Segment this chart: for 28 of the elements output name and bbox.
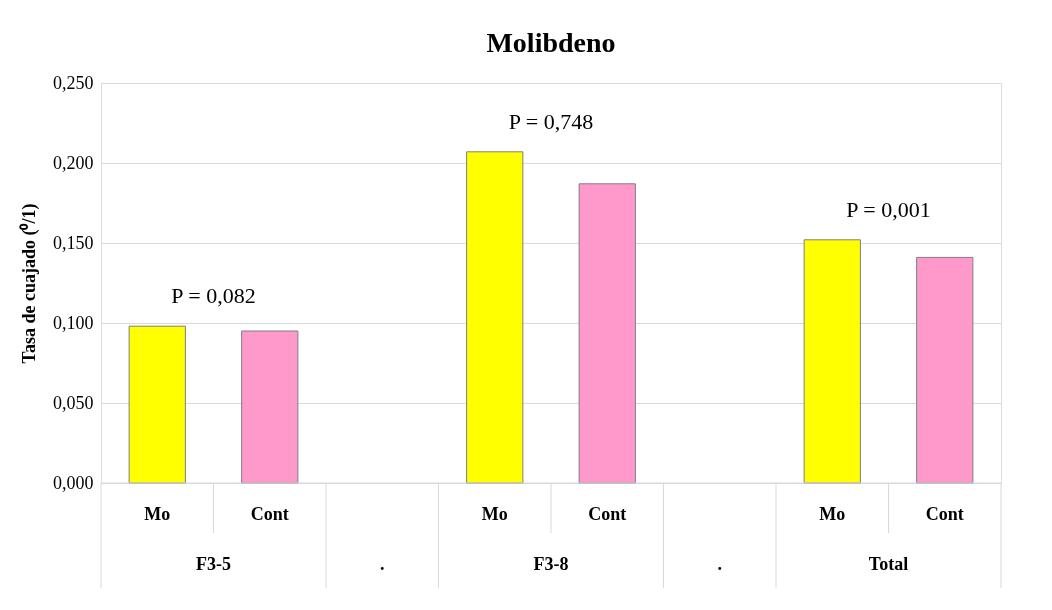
x-tick-label: Mo <box>481 504 508 524</box>
x-tick-label: Mo <box>819 504 846 524</box>
text: F3-8 <box>533 554 569 574</box>
text: . <box>380 554 385 574</box>
y-tick-label: 0,250 <box>53 72 94 93</box>
text: Total <box>868 554 909 574</box>
text: F3-5 <box>196 554 231 574</box>
chart-title: Molibdeno <box>486 27 616 58</box>
annotation: P = 0,001 <box>846 196 931 222</box>
y-tick-label: 0,150 <box>53 232 94 253</box>
y-tick-label: 0,000 <box>53 472 94 493</box>
x-tick-label: Mo <box>144 504 171 524</box>
y-tick-label: 0,050 <box>53 392 94 413</box>
text: . <box>717 554 722 574</box>
bar <box>241 330 299 484</box>
annotation: P = 0,082 <box>171 283 256 309</box>
x-tick-label: Cont <box>250 504 289 524</box>
x-tick-label: Cont <box>925 504 964 524</box>
bar <box>578 183 636 484</box>
annotation: P = 0,748 <box>508 108 594 134</box>
x-tick-label: Cont <box>588 504 627 524</box>
bar <box>466 151 524 484</box>
y-axis-title: Tasa de cuajado (⁰/1) <box>19 203 40 364</box>
bar <box>916 256 974 484</box>
y-tick-label: 0,200 <box>53 152 94 173</box>
y-tick-label: 0,100 <box>53 312 94 333</box>
bar <box>803 239 861 484</box>
bar <box>128 325 186 484</box>
